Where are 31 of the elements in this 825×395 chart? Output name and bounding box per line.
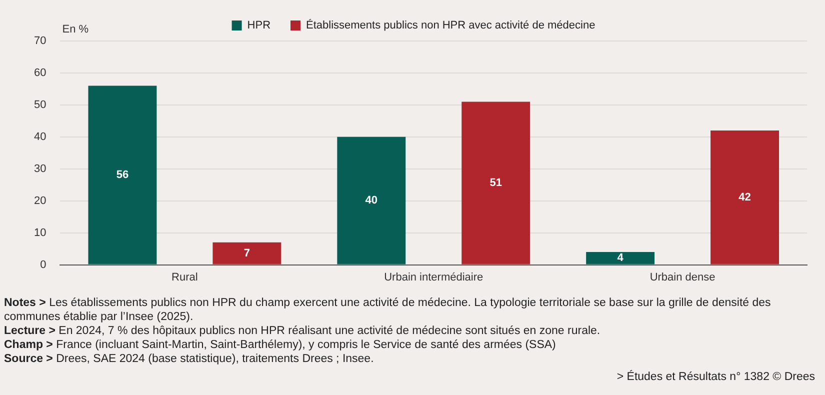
x-tick-label: Rural: [172, 271, 198, 284]
bar: [88, 86, 157, 264]
data-label: 56: [116, 169, 129, 182]
y-tick-label: 0: [40, 258, 46, 271]
bar: [586, 252, 655, 264]
source-note: Source > Drees, SAE 2024 (base statistique), traitements Drees ; Insee.: [4, 352, 375, 366]
text: Lecture > En 2024, 7 % des hôpitaux publics non HPR réalisant une activité de médecine sont situés en zone rurale.: [4, 324, 602, 338]
x-tick-label: Urbain intermédiaire: [384, 271, 484, 284]
bar: [212, 242, 282, 264]
y-tick-label: 60: [34, 67, 46, 80]
text: Champ > France (incluant Saint-Martin, Saint-Barthélemy), y compris le Service de santé des armées (SSA): [4, 338, 557, 352]
y-tick-label: 70: [34, 35, 46, 48]
x-tick-label: Urbain dense: [650, 271, 716, 284]
data-label: 7: [244, 247, 250, 260]
data-label: 4: [617, 252, 624, 264]
y-axis-title: En %: [62, 24, 89, 36]
data-label: 42: [738, 191, 751, 204]
text: Notes > Les établissements publics non HPR du champ exercent une activité de médecine. La typologie territoriale se base sur la grille de densité des communes établie par l’Insee (2025).: [4, 296, 772, 324]
data-label: 51: [490, 177, 502, 190]
y-tick-label: 40: [34, 130, 46, 143]
y-tick-label: 50: [34, 98, 46, 111]
bar: [462, 102, 530, 264]
data-label: 40: [365, 194, 378, 207]
bar: [710, 130, 779, 264]
y-tick-label: 30: [34, 162, 46, 175]
legend-label: HPR: [247, 20, 271, 32]
bar: [337, 136, 406, 264]
y-tick-label: 20: [34, 194, 46, 207]
y-tick-label: 10: [34, 226, 46, 239]
legend-label: Établissements publics non HPR avec activité de médecine: [306, 18, 596, 32]
text: > Études et Résultats n° 1382 © Drees: [616, 370, 815, 384]
